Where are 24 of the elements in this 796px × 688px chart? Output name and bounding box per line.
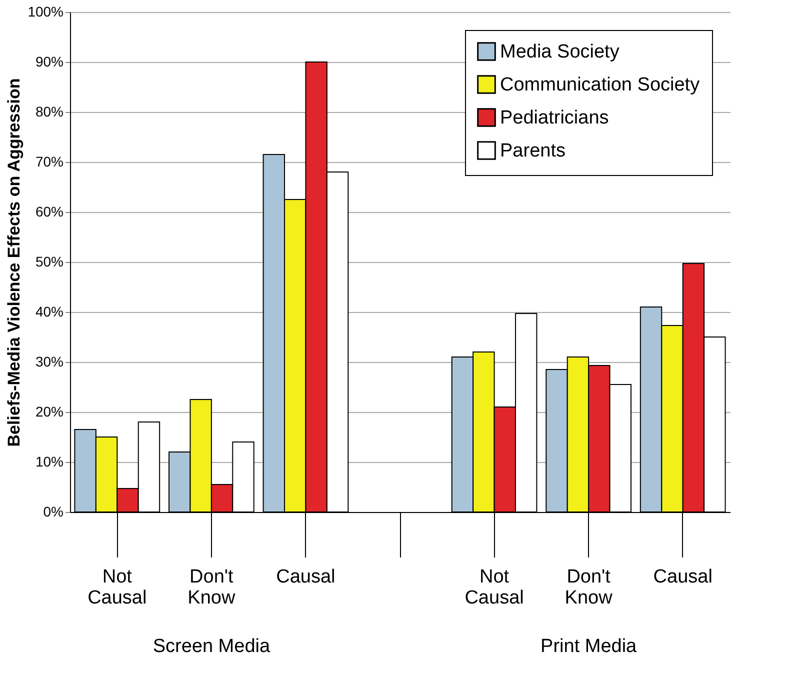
y-tick-label: 90% [35, 54, 64, 70]
text: Print Media [540, 636, 638, 657]
y-tick-label: 70% [35, 154, 64, 170]
y-tick-label: 40% [35, 304, 64, 320]
y-tick-label: 0% [43, 504, 64, 520]
y-tick-label: 50% [35, 254, 64, 270]
y-tick-label: 80% [35, 104, 64, 120]
legend-label: Media Society [500, 42, 620, 62]
y-axis-title: Beliefs-Media Violence Effects on Aggression [4, 78, 24, 447]
x-tick-label: Not Causal [464, 566, 524, 608]
y-tick-label: 100% [28, 4, 64, 20]
legend-label: Communication Society [500, 74, 700, 96]
x-tick-label: Causal [276, 566, 336, 588]
y-tick-label: 60% [35, 204, 64, 220]
x-tick-label: Don't Know [564, 566, 613, 608]
legend-label: Pediatricians [500, 108, 609, 128]
legend-label: Parents [500, 140, 566, 162]
x-tick-label: Not Causal [88, 566, 147, 608]
x-tick-label: Don't Know [188, 566, 236, 608]
x-tick-label: Causal [653, 566, 712, 588]
y-tick-label: 20% [35, 404, 64, 420]
y-tick-label: 30% [35, 354, 64, 370]
y-tick-label: 10% [35, 454, 64, 470]
text: Screen Media [152, 636, 270, 657]
